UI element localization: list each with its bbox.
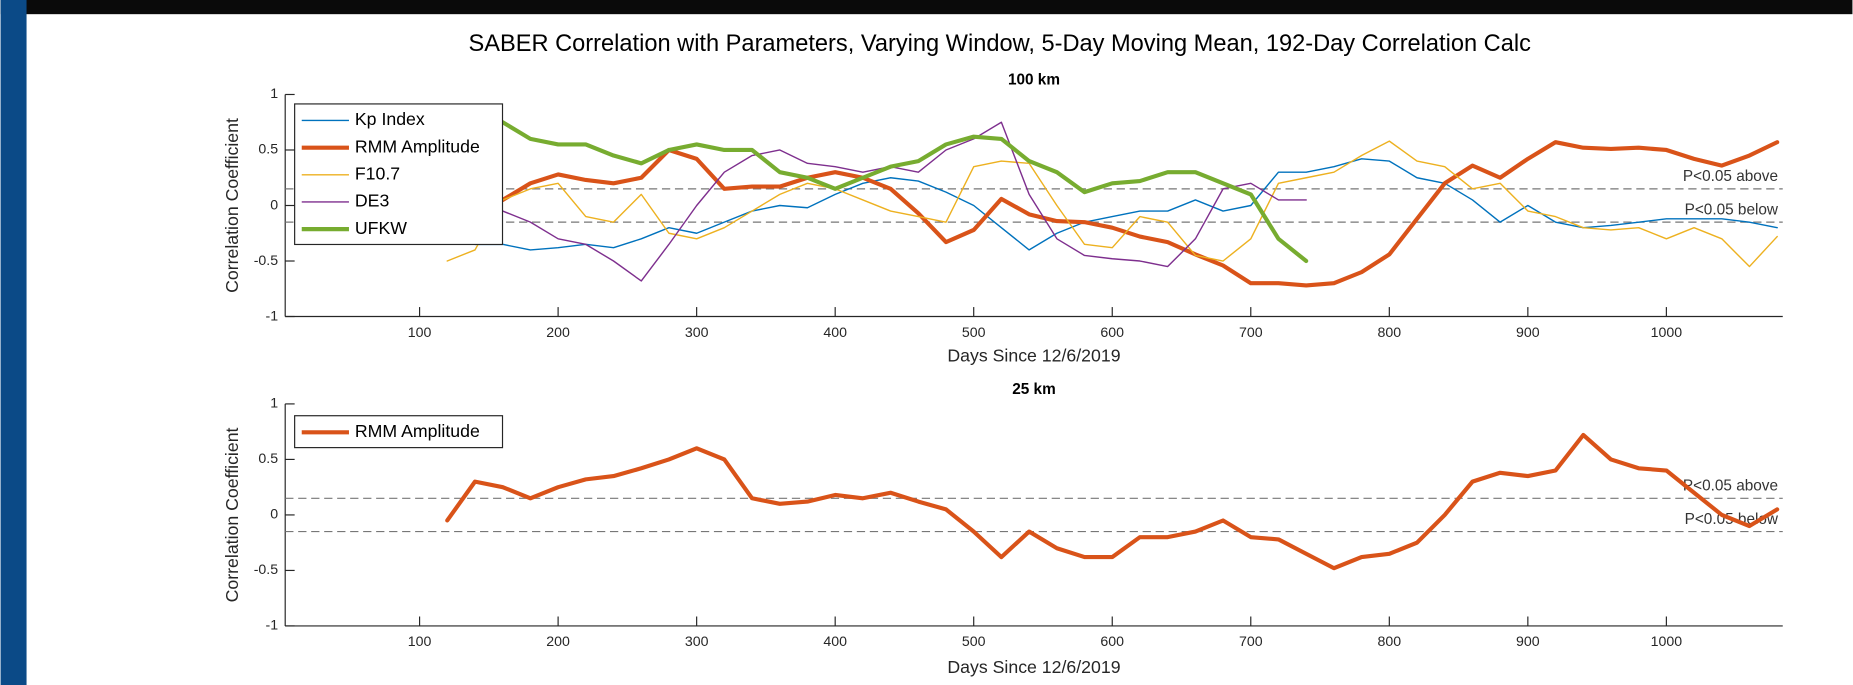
- threshold-label: P<0.05 below: [1685, 201, 1779, 218]
- subplot-title: 25 km: [1012, 381, 1056, 398]
- x-tick-label: 400: [823, 325, 847, 341]
- legend-label: UFKW: [355, 218, 407, 238]
- data-line: [445, 432, 1780, 571]
- y-tick-label: 0.5: [258, 142, 278, 158]
- subplot: 100 km Days Since 12/6/2019 Correlation Co…: [222, 71, 1783, 365]
- x-tick-label: 400: [823, 634, 847, 650]
- x-tick-label: 300: [685, 325, 709, 341]
- x-tick-label: 500: [962, 325, 986, 341]
- y-tick-label: -1: [266, 308, 279, 324]
- legend-label: Kp Index: [355, 109, 425, 129]
- data-line: [446, 140, 1778, 268]
- y-tick-label: 0.5: [258, 451, 278, 467]
- x-tick-label: 900: [1516, 634, 1540, 650]
- legend-label: F10.7: [355, 163, 400, 183]
- legend-label: DE3: [355, 191, 390, 211]
- data-line: [474, 158, 1778, 251]
- x-axis-label: Days Since 12/6/2019: [947, 345, 1120, 365]
- legend: RMM Amplitude: [294, 415, 504, 449]
- y-tick-label: -0.5: [254, 253, 279, 269]
- data-line: [500, 120, 1309, 264]
- x-tick-label: 100: [408, 325, 432, 341]
- x-tick-label: 1000: [1651, 325, 1683, 341]
- legend-label: RMM Amplitude: [355, 136, 480, 156]
- y-tick-label: 1: [270, 396, 278, 412]
- side-bar: [0, 0, 27, 685]
- x-tick-label: 500: [962, 634, 986, 650]
- x-tick-label: 700: [1239, 325, 1263, 341]
- y-tick-label: -0.5: [254, 562, 279, 578]
- threshold-label: P<0.05 above: [1683, 478, 1778, 495]
- x-tick-label: 600: [1100, 634, 1124, 650]
- subplot: 25 km Days Since 12/6/2019 Correlation Coe…: [222, 381, 1783, 677]
- legend: Kp Index RMM Amplitude F10.7 DE3 UFKW: [294, 103, 504, 246]
- threshold-label: P<0.05 above: [1683, 168, 1778, 185]
- y-tick-label: -1: [266, 618, 279, 634]
- x-tick-label: 700: [1239, 634, 1263, 650]
- data-line: [502, 121, 1307, 282]
- x-tick-label: 900: [1516, 325, 1540, 341]
- y-tick-label: 1: [270, 86, 278, 102]
- x-tick-label: 300: [685, 634, 709, 650]
- x-tick-label: 200: [546, 634, 570, 650]
- x-tick-label: 200: [546, 325, 570, 341]
- top-bar: [0, 0, 1853, 15]
- x-tick-label: 600: [1100, 325, 1124, 341]
- legend-label: RMM Amplitude: [355, 421, 480, 441]
- x-tick-label: 1000: [1651, 634, 1683, 650]
- y-axis-label: Correlation Coefficient: [222, 118, 242, 293]
- x-tick-label: 800: [1378, 634, 1402, 650]
- figure-title: SABER Correlation with Parameters, Varyi…: [469, 31, 1532, 57]
- x-tick-label: 800: [1378, 325, 1402, 341]
- y-axis-label: Correlation Coefficient: [222, 427, 242, 602]
- y-tick-label: 0: [270, 197, 278, 213]
- y-tick-label: 0: [270, 507, 278, 523]
- x-tick-label: 100: [408, 634, 432, 650]
- subplot-title: 100 km: [1008, 71, 1060, 88]
- x-axis-label: Days Since 12/6/2019: [947, 657, 1120, 677]
